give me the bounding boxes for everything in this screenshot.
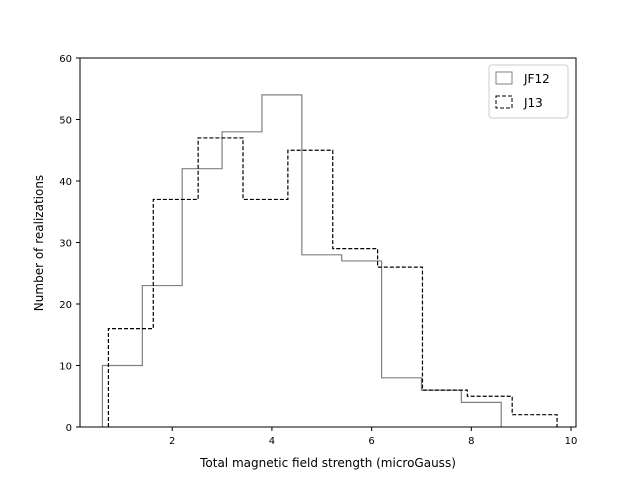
y-tick-label-40: 40 xyxy=(59,177,72,188)
y-tick-label-10: 10 xyxy=(59,362,72,373)
x-tick-label-2: 2 xyxy=(169,436,175,447)
y-axis-label: Number of realizations xyxy=(32,175,46,311)
legend-label-jf12: JF12 xyxy=(523,72,550,86)
series-j13-outline xyxy=(107,137,558,427)
x-tick-label-10: 10 xyxy=(565,436,578,447)
y-tick-label-30: 30 xyxy=(59,239,72,250)
legend: JF12 J13 xyxy=(488,64,569,119)
x-tick-label-8: 8 xyxy=(468,436,474,447)
x-axis-label: Total magnetic field strength (microGaus… xyxy=(199,456,456,470)
y-tick-label-0: 0 xyxy=(66,423,72,434)
x-tick-label-4: 4 xyxy=(269,436,275,447)
y-tick-label-20: 20 xyxy=(59,300,72,311)
x-tick-label-6: 6 xyxy=(368,436,374,447)
legend-swatch-j13 xyxy=(495,95,513,109)
plot-area xyxy=(80,58,576,427)
legend-swatch-jf12 xyxy=(495,71,513,85)
y-tick-label-60: 60 xyxy=(59,54,72,65)
legend-label-j13: J13 xyxy=(523,96,543,110)
legend-frame xyxy=(488,64,569,119)
y-tick-label-50: 50 xyxy=(59,116,72,127)
